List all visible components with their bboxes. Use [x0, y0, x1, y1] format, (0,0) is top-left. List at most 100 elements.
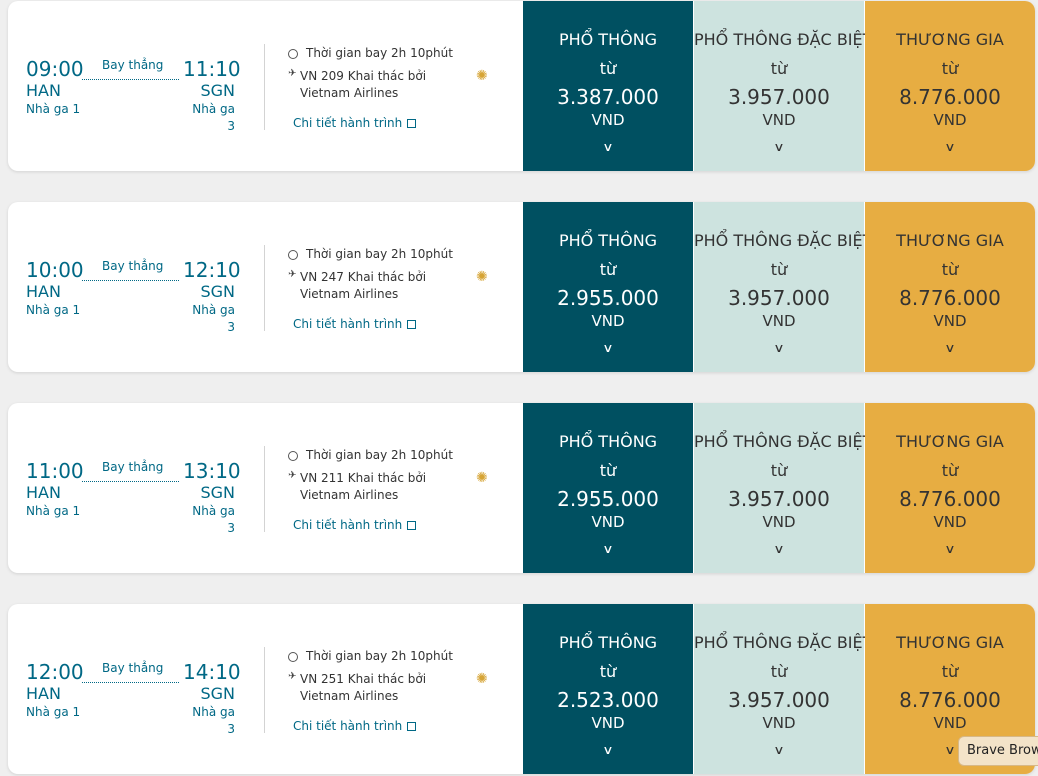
chevron-down-icon[interactable]: ∨ [944, 140, 956, 154]
chevron-down-icon[interactable]: ∨ [773, 341, 785, 355]
browser-tooltip: Brave Brow [958, 736, 1038, 766]
flight-times: 09:00 HAN Nhà ga 1 Bay thẳng 11:10 SGN N… [8, 1, 258, 171]
departure-time: 09:00 [26, 57, 84, 81]
fare-economy[interactable]: PHỔ THÔNG từ 2.955.000 VND ∨ [523, 403, 693, 573]
fare-currency: VND [591, 111, 625, 129]
vietnam-airlines-lotus-icon: ✺ [476, 269, 488, 285]
departure: 12:00 HAN Nhà ga 1 [26, 660, 84, 721]
chevron-down-icon[interactable]: ∨ [602, 542, 614, 556]
itinerary-details-link[interactable]: Chi tiết hành trình [293, 116, 508, 130]
arrival-airport: SGN [200, 282, 235, 301]
flight-number: VN 247 Khai thác bởi Vietnam Airlines [300, 270, 427, 301]
route-type: Bay thẳng [102, 259, 164, 273]
plane-icon: ✈ [288, 269, 297, 280]
external-link-icon [407, 520, 417, 530]
fare-price: 2.523.000 [557, 688, 659, 712]
fare-from: từ [599, 662, 617, 681]
chevron-down-icon[interactable]: ∨ [773, 743, 785, 757]
fare-name: PHỔ THÔNG ĐẶC BIỆT [694, 432, 873, 451]
itinerary-details-link[interactable]: Chi tiết hành trình [293, 317, 508, 331]
clock-icon [288, 49, 298, 59]
departure-airport: HAN [26, 81, 61, 100]
fare-price: 8.776.000 [899, 85, 1001, 109]
fare-economy[interactable]: PHỔ THÔNG từ 3.387.000 VND ∨ [523, 1, 693, 171]
fare-name: PHỔ THÔNG [558, 30, 658, 49]
arrival-airport: SGN [200, 483, 235, 502]
arrival-terminal: Nhà ga 3 [192, 705, 235, 736]
fare-from: từ [770, 461, 788, 480]
chevron-down-icon[interactable]: ∨ [773, 140, 785, 154]
itinerary-details-label: Chi tiết hành trình [293, 719, 403, 733]
external-link-icon [407, 319, 417, 329]
departure: 09:00 HAN Nhà ga 1 [26, 57, 84, 118]
fare-premium-economy[interactable]: PHỔ THÔNG ĐẶC BIỆT từ 3.957.000 VND ∨ [694, 604, 873, 774]
fare-name: PHỔ THÔNG ĐẶC BIỆT [694, 231, 873, 250]
fare-premium-economy[interactable]: PHỔ THÔNG ĐẶC BIỆT từ 3.957.000 VND ∨ [694, 1, 873, 171]
fare-business[interactable]: THƯƠNG GIA từ 8.776.000 VND ∨ [865, 403, 1035, 573]
fare-economy[interactable]: PHỔ THÔNG từ 2.955.000 VND ∨ [523, 202, 693, 372]
chevron-down-icon[interactable]: ∨ [944, 743, 956, 757]
fare-name: THƯƠNG GIA [896, 432, 1004, 451]
itinerary-details-label: Chi tiết hành trình [293, 116, 403, 130]
fare-business[interactable]: THƯƠNG GIA từ 8.776.000 VND ∨ [865, 202, 1035, 372]
fare-economy[interactable]: PHỔ THÔNG từ 2.523.000 VND ∨ [523, 604, 693, 774]
fare-name: THƯƠNG GIA [896, 231, 1004, 250]
itinerary-details-label: Chi tiết hành trình [293, 518, 403, 532]
fare-name: PHỔ THÔNG [558, 231, 658, 250]
fare-name: PHỔ THÔNG ĐẶC BIỆT [694, 30, 873, 49]
fare-price: 3.957.000 [728, 85, 830, 109]
itinerary-details-link[interactable]: Chi tiết hành trình [293, 719, 508, 733]
fare-business[interactable]: THƯƠNG GIA từ 8.776.000 VND ∨ [865, 1, 1035, 171]
fare-from: từ [770, 260, 788, 279]
fare-premium-economy[interactable]: PHỔ THÔNG ĐẶC BIỆT từ 3.957.000 VND ∨ [694, 403, 873, 573]
itinerary-details-link[interactable]: Chi tiết hành trình [293, 518, 508, 532]
departure-airport: HAN [26, 483, 61, 502]
route-line [82, 682, 179, 683]
chevron-down-icon[interactable]: ∨ [602, 743, 614, 757]
chevron-down-icon[interactable]: ∨ [602, 341, 614, 355]
fare-price: 3.387.000 [557, 85, 659, 109]
flight-number: VN 211 Khai thác bởi Vietnam Airlines [300, 471, 427, 502]
external-link-icon [407, 118, 417, 128]
duration: Thời gian bay 2h 10phút [306, 649, 453, 663]
flight-card: 11:00 HAN Nhà ga 1 Bay thẳng 13:10 SGN N… [8, 403, 1035, 573]
chevron-down-icon[interactable]: ∨ [944, 341, 956, 355]
plane-icon: ✈ [288, 671, 297, 682]
fare-name: PHỔ THÔNG ĐẶC BIỆT [694, 633, 873, 652]
plane-icon: ✈ [288, 470, 297, 481]
fare-price: 8.776.000 [899, 688, 1001, 712]
fare-from: từ [941, 260, 959, 279]
route-type: Bay thẳng [102, 661, 164, 675]
fare-currency: VND [933, 513, 967, 531]
arrival-airport: SGN [200, 684, 235, 703]
departure-airport: HAN [26, 684, 61, 703]
flight-number: VN 209 Khai thác bởi Vietnam Airlines [300, 69, 427, 100]
arrival: 11:10 SGN Nhà ga 3 [183, 57, 241, 135]
arrival-time: 14:10 [183, 660, 241, 684]
vietnam-airlines-lotus-icon: ✺ [476, 470, 488, 486]
vietnam-airlines-lotus-icon: ✺ [476, 68, 488, 84]
clock-icon [288, 451, 298, 461]
divider [264, 647, 265, 733]
chevron-down-icon[interactable]: ∨ [944, 542, 956, 556]
arrival-terminal: Nhà ga 3 [192, 303, 235, 334]
fare-from: từ [599, 461, 617, 480]
chevron-down-icon[interactable]: ∨ [773, 542, 785, 556]
fare-from: từ [599, 260, 617, 279]
flight-info: Thời gian bay 2h 10phút ✈ VN 211 Khai thá… [288, 448, 508, 532]
route-line [82, 280, 179, 281]
fare-currency: VND [762, 714, 796, 732]
duration: Thời gian bay 2h 10phút [306, 46, 453, 60]
fare-from: từ [770, 662, 788, 681]
divider [264, 44, 265, 130]
divider [264, 446, 265, 532]
route-type: Bay thẳng [102, 460, 164, 474]
fare-premium-economy[interactable]: PHỔ THÔNG ĐẶC BIỆT từ 3.957.000 VND ∨ [694, 202, 873, 372]
departure-terminal: Nhà ga 1 [26, 705, 81, 719]
fare-price: 8.776.000 [899, 286, 1001, 310]
duration: Thời gian bay 2h 10phút [306, 448, 453, 462]
fare-currency: VND [591, 513, 625, 531]
chevron-down-icon[interactable]: ∨ [602, 140, 614, 154]
departure: 11:00 HAN Nhà ga 1 [26, 459, 84, 520]
plane-icon: ✈ [288, 68, 297, 79]
